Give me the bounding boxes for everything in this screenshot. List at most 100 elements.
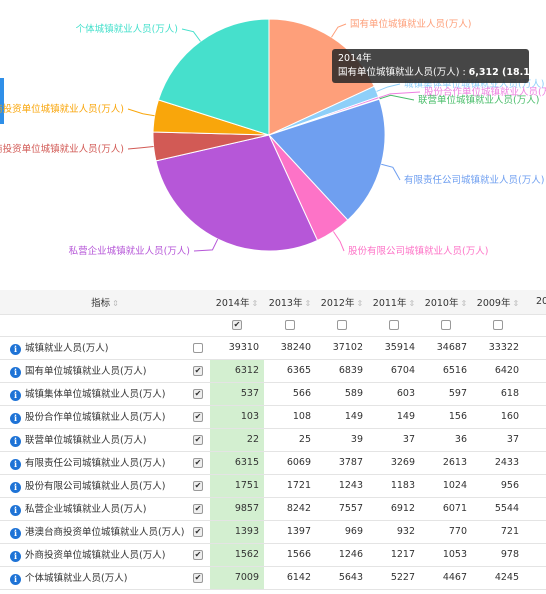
- sort-icon[interactable]: ⇕: [112, 298, 119, 308]
- value-cell: 7557: [316, 497, 368, 521]
- value-cell: 5643: [316, 566, 368, 590]
- info-icon[interactable]: i: [10, 390, 21, 401]
- value-cell: 978: [472, 543, 524, 567]
- year-header-4[interactable]: 2010年 ⇕: [420, 290, 472, 315]
- value-cell: 2613: [420, 451, 472, 475]
- row-checkbox[interactable]: [193, 434, 203, 445]
- value-cell: 6069: [264, 451, 316, 475]
- empty-cell: [524, 428, 546, 452]
- info-icon[interactable]: i: [10, 413, 21, 424]
- value-cell: 25: [264, 428, 316, 452]
- value-cell: 5544: [472, 497, 524, 521]
- year-header-2[interactable]: 2012年 ⇕: [316, 290, 368, 315]
- indicator-name: 港澳台商投资单位城镇就业人员(万人): [25, 527, 185, 538]
- row-checkbox[interactable]: [193, 457, 203, 468]
- indicator-cell: i 城镇就业人员(万人): [0, 336, 210, 360]
- year-header-3[interactable]: 2011年 ⇕: [368, 290, 420, 315]
- info-icon[interactable]: i: [10, 459, 21, 470]
- row-checkbox[interactable]: [193, 503, 203, 514]
- value-cell: 6365: [264, 359, 316, 383]
- indicator-cell: i 股份有限公司城镇就业人员(万人): [0, 474, 210, 498]
- year-checkbox[interactable]: [232, 320, 242, 330]
- sort-icon[interactable]: ⇕: [512, 298, 520, 308]
- tooltip-value: 6,312 (18.11%): [468, 67, 529, 78]
- year-header-0[interactable]: 2014年 ⇕: [210, 290, 264, 315]
- info-icon[interactable]: i: [10, 505, 21, 516]
- sort-icon[interactable]: ⇕: [356, 298, 364, 308]
- slice-label: 股份有限公司城镇就业人员(万人): [348, 245, 488, 257]
- value-cell: 3269: [368, 451, 420, 475]
- year-header-5[interactable]: 2009年 ⇕: [472, 290, 524, 315]
- info-icon[interactable]: i: [10, 367, 21, 378]
- value-cell: 6516: [420, 359, 472, 383]
- sort-icon[interactable]: ⇕: [304, 298, 312, 308]
- row-checkbox[interactable]: [193, 342, 203, 353]
- value-cell: 589: [316, 382, 368, 406]
- pie-slice[interactable]: [268, 98, 386, 221]
- indicator-name: 外商投资单位城镇就业人员(万人): [25, 550, 166, 561]
- value-cell: 34687: [420, 336, 472, 360]
- info-icon[interactable]: i: [10, 528, 21, 539]
- value-cell: 4245: [472, 566, 524, 590]
- value-cell: 5227: [368, 566, 420, 590]
- row-checkbox[interactable]: [193, 480, 203, 491]
- label-leader-line: [376, 83, 401, 92]
- year-checkbox[interactable]: [493, 320, 503, 330]
- value-cell: 1721: [264, 474, 316, 498]
- year-checkbox[interactable]: [285, 320, 295, 330]
- pie-slice[interactable]: [155, 134, 319, 252]
- indicator-cell: i 有限责任公司城镇就业人员(万人): [0, 451, 210, 475]
- indicator-cell: i 国有单位城镇就业人员(万人): [0, 359, 210, 383]
- empty-cell: [524, 474, 546, 498]
- slice-label: 国有单位城镇就业人员(万人): [350, 18, 471, 30]
- left-edge-tab[interactable]: [0, 78, 4, 124]
- value-cell: 4467: [420, 566, 472, 590]
- year-header-1[interactable]: 2013年 ⇕: [264, 290, 316, 315]
- year-checkbox[interactable]: [441, 320, 451, 330]
- info-icon[interactable]: i: [10, 551, 21, 562]
- info-icon[interactable]: i: [10, 436, 21, 447]
- slice-label: 股份合作单位城镇就业人员(万人): [424, 86, 546, 98]
- empty-cell: [524, 566, 546, 590]
- empty-cell: [524, 451, 546, 475]
- year-checkbox-cell: [420, 314, 472, 337]
- row-checkbox[interactable]: [193, 411, 203, 422]
- year-checkbox[interactable]: [337, 320, 347, 330]
- value-cell: 6315: [210, 451, 264, 475]
- indicator-header[interactable]: 指标 ⇕: [0, 290, 210, 315]
- value-cell: 36: [420, 428, 472, 452]
- pie-slice[interactable]: [157, 18, 270, 136]
- year-checkbox[interactable]: [389, 320, 399, 330]
- year-checkbox-cell: [210, 314, 264, 337]
- sort-icon[interactable]: ⇕: [408, 298, 416, 308]
- value-cell: 1566: [264, 543, 316, 567]
- year-header-6[interactable]: 20: [524, 290, 546, 315]
- year-select-row: [0, 314, 546, 337]
- value-cell: 108: [264, 405, 316, 429]
- info-icon[interactable]: i: [10, 482, 21, 493]
- row-checkbox[interactable]: [193, 572, 203, 583]
- info-icon[interactable]: i: [10, 574, 21, 585]
- indicator-cell: i 个体城镇就业人员(万人): [0, 566, 210, 590]
- empty-cell: [524, 359, 546, 383]
- row-checkbox[interactable]: [193, 549, 203, 560]
- value-cell: 1053: [420, 543, 472, 567]
- value-cell: 1562: [210, 543, 264, 567]
- value-cell: 7009: [210, 566, 264, 590]
- indicator-cell: i 私营企业城镇就业人员(万人): [0, 497, 210, 521]
- sort-icon[interactable]: ⇕: [460, 298, 468, 308]
- empty-cell: [524, 543, 546, 567]
- row-checkbox[interactable]: [193, 388, 203, 399]
- indicator-name: 城镇集体单位城镇就业人员(万人): [25, 389, 166, 400]
- sort-icon[interactable]: ⇕: [251, 298, 259, 308]
- row-checkbox[interactable]: [193, 365, 203, 376]
- value-cell: 1243: [316, 474, 368, 498]
- indicator-name: 国有单位城镇就业人员(万人): [25, 366, 147, 377]
- row-checkbox[interactable]: [193, 526, 203, 537]
- empty-cell: [524, 520, 546, 544]
- label-leader-line: [181, 28, 201, 42]
- value-cell: 149: [316, 405, 368, 429]
- info-icon[interactable]: i: [10, 344, 21, 355]
